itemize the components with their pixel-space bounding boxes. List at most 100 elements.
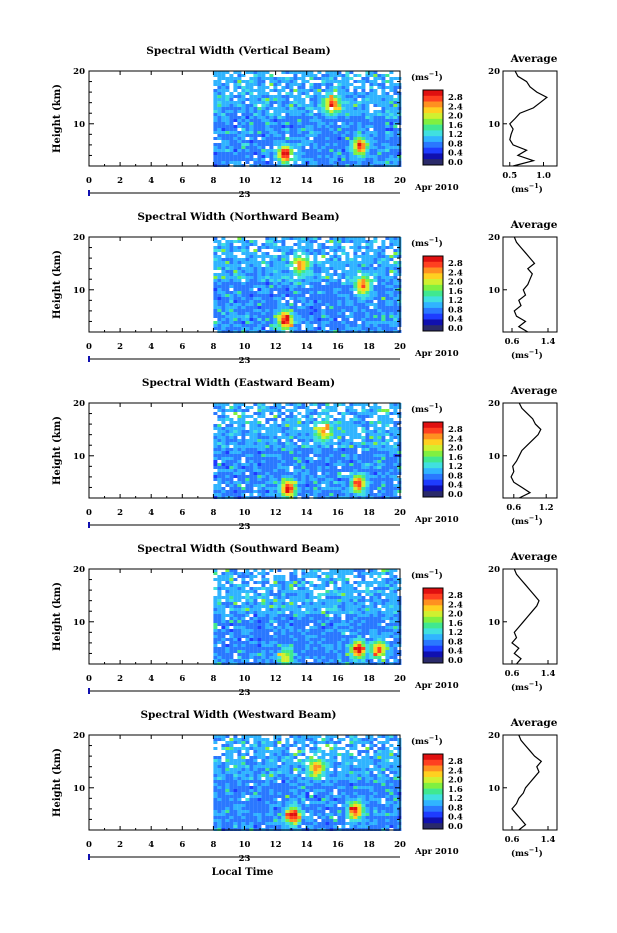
heatmap-cell	[257, 110, 261, 113]
heatmap-cell	[373, 83, 377, 86]
colorbar-tick-label: 0.0	[448, 490, 463, 500]
heatmap-cell	[241, 469, 245, 472]
heatmap-cell	[309, 484, 313, 487]
heatmap-cell	[353, 309, 357, 312]
heatmap-cell	[377, 445, 381, 448]
heatmap-cell	[369, 472, 373, 475]
heatmap-cell	[253, 626, 257, 629]
heatmap-cell	[245, 116, 249, 119]
colorbar-swatch	[423, 102, 443, 108]
heatmap-cell	[229, 457, 233, 460]
heatmap-cell	[285, 454, 289, 457]
heatmap-cell	[233, 77, 237, 80]
heatmap-cell	[369, 463, 373, 466]
heatmap-cell	[253, 466, 257, 469]
heatmap-cell	[249, 421, 253, 424]
heatmap-cell	[313, 315, 317, 318]
heatmap-cell	[265, 318, 269, 321]
heatmap-cell	[333, 161, 337, 164]
heatmap-cell	[229, 255, 233, 258]
heatmap-cell	[289, 481, 293, 484]
heatmap-cell	[249, 312, 253, 315]
heatmap-cell	[293, 572, 297, 575]
heatmap-cell	[389, 146, 393, 149]
x-tick-label: 14	[301, 176, 313, 186]
colorbar-swatch	[423, 491, 443, 497]
heatmap-cell	[257, 472, 261, 475]
heatmap-cell	[249, 306, 253, 309]
heatmap-cell	[313, 86, 317, 89]
heatmap-cell	[281, 596, 285, 599]
heatmap-cell	[229, 623, 233, 626]
heatmap-cell	[341, 451, 345, 454]
heatmap-cell	[341, 261, 345, 264]
heatmap-cell	[217, 596, 221, 599]
heatmap-cell	[309, 276, 313, 279]
heatmap-cell	[357, 442, 361, 445]
heatmap-cell	[233, 442, 237, 445]
heatmap-cell	[257, 484, 261, 487]
heatmap-cell	[361, 131, 365, 134]
heatmap-cell	[373, 143, 377, 146]
heatmap-cell	[233, 291, 237, 294]
heatmap-cell	[305, 158, 309, 161]
heatmap-cell	[393, 421, 397, 424]
heatmap-cell	[297, 614, 301, 617]
heatmap-cell	[309, 415, 313, 418]
heatmap-cell	[269, 650, 273, 653]
heatmap-cell	[305, 140, 309, 143]
heatmap-cell	[237, 572, 241, 575]
heatmap-cell	[281, 131, 285, 134]
heatmap-cell	[321, 460, 325, 463]
heatmap-cell	[281, 267, 285, 270]
heatmap-cell	[221, 421, 225, 424]
heatmap-cell	[365, 306, 369, 309]
heatmap-cell	[273, 656, 277, 659]
heatmap-cell	[289, 605, 293, 608]
heatmap-cell	[313, 442, 317, 445]
heatmap-cell	[273, 107, 277, 110]
heatmap-cell	[313, 146, 317, 149]
heatmap-cell	[377, 161, 381, 164]
heatmap-cell	[273, 439, 277, 442]
heatmap-cell	[237, 584, 241, 587]
heatmap-cell	[309, 430, 313, 433]
heatmap-cell	[381, 143, 385, 146]
heatmap-cell	[389, 487, 393, 490]
heatmap-cell	[269, 490, 273, 493]
heatmap-cell	[261, 119, 265, 122]
heatmap-cell	[289, 77, 293, 80]
heatmap-cell	[293, 650, 297, 653]
heatmap-cell	[277, 261, 281, 264]
heatmap-cell	[289, 116, 293, 119]
heatmap-cell	[397, 303, 401, 306]
heatmap-cell	[249, 572, 253, 575]
heatmap-cell	[393, 430, 397, 433]
heatmap-cell	[253, 149, 257, 152]
heatmap-cell	[345, 451, 349, 454]
heatmap-cell	[245, 635, 249, 638]
heatmap-cell	[221, 291, 225, 294]
heatmap-cell	[321, 294, 325, 297]
heatmap-cell	[341, 493, 345, 496]
heatmap-cell	[361, 415, 365, 418]
heatmap-cell	[213, 448, 217, 451]
heatmap-cell	[289, 436, 293, 439]
heatmap-cell	[213, 83, 217, 86]
heatmap-cell	[333, 424, 337, 427]
heatmap-cell	[217, 125, 221, 128]
heatmap-cell	[285, 457, 289, 460]
heatmap-cell	[261, 656, 265, 659]
heatmap-cell	[265, 605, 269, 608]
heatmap-cell	[381, 125, 385, 128]
heatmap-cell	[237, 629, 241, 632]
heatmap-cell	[293, 454, 297, 457]
heatmap-cell	[321, 427, 325, 430]
heatmap-cell	[217, 493, 221, 496]
heatmap-cell	[297, 273, 301, 276]
heatmap-cell	[213, 137, 217, 140]
heatmap-cell	[225, 261, 229, 264]
heatmap-cell	[349, 246, 353, 249]
heatmap-cell	[385, 297, 389, 300]
heatmap-cell	[241, 128, 245, 131]
